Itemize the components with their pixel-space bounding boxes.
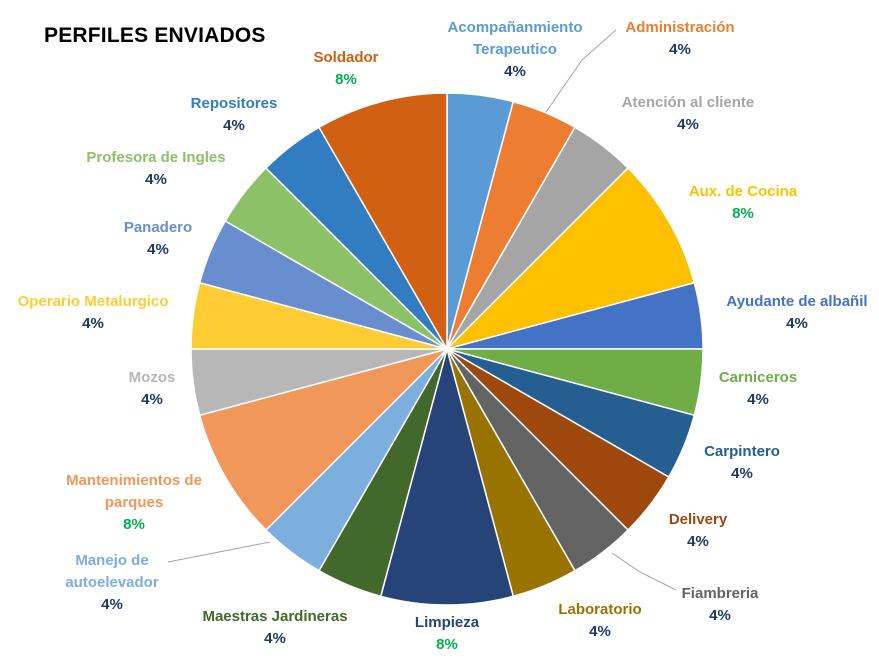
data-label-5: Ayudante de albañil 4% — [716, 291, 878, 335]
slice-name-label: Carniceros — [718, 369, 798, 386]
pie-slice-4 — [444, 166, 696, 351]
slice-name-label: Carpintero — [704, 443, 780, 460]
data-label-10: Laboratorio 4% — [552, 599, 648, 643]
data-label-18: Profesora de Ingles 4% — [78, 147, 234, 191]
slice-value-label: 4% — [709, 607, 731, 624]
slice-value-label: 4% — [731, 465, 753, 482]
slice-value-label: 4% — [786, 315, 808, 332]
slice-name-label: Administración — [625, 19, 735, 36]
slice-value-label: 4% — [141, 391, 163, 408]
slice-name-label: Mantenimientos de parques — [66, 472, 202, 511]
slice-name-label: Manejo de autoelevador — [65, 552, 159, 591]
slice-name-label: Fiambreria — [681, 585, 759, 602]
slice-value-label: 4% — [669, 41, 691, 58]
slice-value-label: 4% — [589, 623, 611, 640]
data-label-16: Operario Metalurgico 4% — [6, 291, 180, 335]
slice-value-label: 4% — [147, 241, 169, 258]
slice-name-label: Atención al cliente — [621, 94, 755, 111]
slice-value-label: 4% — [145, 171, 167, 188]
slice-name-label: Aux. de Cocina — [688, 183, 798, 200]
data-label-19: Repositores 4% — [184, 93, 284, 137]
data-label-6: Carniceros 4% — [714, 367, 802, 411]
pie-slice-20 — [317, 92, 448, 352]
data-label-14: Mantenimientos de parques 8% — [50, 470, 218, 536]
pie-slice-11 — [379, 346, 515, 606]
data-label-4: Aux. de Cocina 8% — [680, 181, 806, 225]
pie-slice-14 — [198, 347, 450, 532]
slice-name-label: Acompañanmiento Terapeutico — [447, 19, 583, 58]
slice-name-label: Laboratorio — [558, 601, 642, 618]
data-label-8: Delivery 4% — [662, 509, 734, 553]
chart-title: PERFILES ENVIADOS — [44, 24, 266, 47]
slice-value-label: 8% — [732, 205, 754, 222]
slice-name-label: Ayudante de albañil — [726, 293, 868, 310]
data-label-12: Maestras Jardineras 4% — [196, 606, 354, 650]
slice-name-label: Profesora de Ingles — [86, 149, 226, 166]
leader-line-2 — [545, 29, 617, 113]
slice-name-label: Soldador — [313, 49, 379, 66]
slice-name-label: Limpieza — [414, 614, 480, 631]
slice-value-label: 8% — [123, 516, 145, 533]
slice-value-label: 4% — [264, 630, 286, 647]
data-label-17: Panadero 4% — [116, 217, 200, 261]
slice-name-label: Panadero — [123, 219, 193, 236]
slice-value-label: 4% — [747, 391, 769, 408]
data-label-15: Mozos 4% — [122, 367, 182, 411]
slice-value-label: 8% — [436, 636, 458, 653]
data-label-9: Fiambreria 4% — [676, 583, 764, 627]
slice-name-label: Mozos — [128, 369, 176, 386]
slice-value-label: 8% — [335, 71, 357, 88]
data-label-20: Soldador 8% — [306, 47, 386, 91]
slice-name-label: Repositores — [190, 95, 278, 112]
slice-name-label: Maestras Jardineras — [202, 608, 348, 625]
slice-value-label: 4% — [677, 116, 699, 133]
data-label-3: Atención al cliente 4% — [612, 92, 764, 136]
slice-name-label: Operario Metalurgico — [17, 293, 169, 310]
data-label-2: Administración 4% — [612, 17, 748, 61]
slice-value-label: 4% — [687, 533, 709, 550]
leader-line-13 — [167, 541, 271, 563]
data-label-11: Limpieza 8% — [408, 612, 486, 656]
slice-name-label: Delivery — [668, 511, 728, 528]
data-label-7: Carpintero 4% — [700, 441, 784, 485]
slice-value-label: 4% — [223, 117, 245, 134]
data-label-13: Manejo de autoelevador 4% — [58, 550, 166, 616]
leader-line-9 — [611, 552, 677, 591]
slice-value-label: 4% — [82, 315, 104, 332]
slice-value-label: 4% — [504, 63, 526, 80]
slice-value-label: 4% — [101, 596, 123, 613]
data-label-1: Acompañanmiento Terapeutico 4% — [440, 17, 590, 83]
